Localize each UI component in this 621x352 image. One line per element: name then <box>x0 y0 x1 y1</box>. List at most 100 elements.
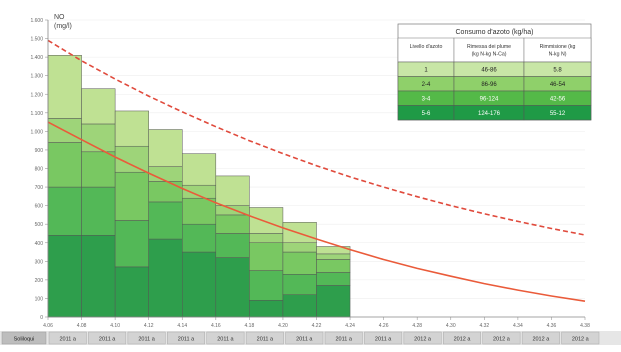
x-tick-label: 4.38 <box>580 323 590 329</box>
bottom-row-cell-text: 2012 a <box>454 337 472 343</box>
y-tick-label: 1.100 <box>30 111 43 117</box>
x-tick-label: 4.24 <box>345 323 355 329</box>
table-cell-text: 3-4 <box>422 97 431 103</box>
table-header-text: Rimessa dei plume <box>467 44 511 50</box>
table-cell-text: 46-86 <box>481 68 497 74</box>
y-tick-label: 1.300 <box>30 74 43 80</box>
y-axis-ticks: 1.600 1.500 1.400 1.300 1.200 1.100 1.000 900 80… <box>30 18 48 321</box>
table-cell-text: 2-4 <box>422 82 431 88</box>
x-tick-label: 4.34 <box>513 323 523 329</box>
bottom-row-cell <box>324 331 363 345</box>
bar-segment <box>282 274 317 295</box>
bar-segment <box>81 186 116 236</box>
bottom-row-cell-text: 2012 a <box>532 337 550 343</box>
bar-segment <box>182 197 217 225</box>
bar-segment <box>148 129 183 167</box>
table-header-text: N-kg N) <box>549 52 567 58</box>
table-header-cell <box>523 37 592 63</box>
bar-segment <box>249 270 284 301</box>
bottom-row-cell-text: 2011 a <box>99 337 116 343</box>
bar-segment <box>316 285 351 318</box>
table-cell-text: 1 <box>424 68 428 74</box>
table-title: Consumo d'azoto (kg/ha) <box>456 29 534 36</box>
x-tick-label: 4.20 <box>278 323 288 329</box>
bottom-row-cell <box>167 331 205 345</box>
bottom-row-label: Soliloqui <box>14 337 35 343</box>
table-cell-text: 5-6 <box>422 111 431 117</box>
bottom-row-cell <box>245 331 284 345</box>
bottom-row-cell-text: 2011 a <box>336 337 353 343</box>
table-header-cell <box>397 37 455 63</box>
bottom-row-cell <box>521 331 560 345</box>
bar-segment <box>249 300 284 318</box>
bottom-row-cell <box>482 331 521 345</box>
table-header-cell <box>453 37 525 63</box>
bar-segment <box>282 251 317 275</box>
bar-segment <box>148 201 183 240</box>
bottom-row: Soliloqui 2011 a 2011 a 2011 a 2011 a 2011 a 2… <box>0 331 621 345</box>
bottom-row-cell <box>443 331 481 345</box>
bottom-row-cell-text: 2011 a <box>375 337 392 343</box>
bottom-row-cell-text: 2011 a <box>257 337 274 343</box>
table-cell-text: 55-12 <box>550 111 566 117</box>
y-tick-label: 300 <box>35 259 44 265</box>
y-axis-title-2: (mg/l) <box>54 23 72 30</box>
bar-segment <box>114 220 149 268</box>
bottom-row-cell-text: 2011 a <box>296 337 313 343</box>
y-tick-label: 1.500 <box>30 37 43 43</box>
bottom-row-cell <box>285 331 324 345</box>
bottom-row-cell <box>48 331 87 345</box>
x-tick-label: 4.26 <box>379 323 389 329</box>
bar-segment <box>282 242 317 253</box>
lower-solid-curve <box>47 121 586 302</box>
bar-segment <box>81 151 116 188</box>
table-cell-text: 46-54 <box>550 82 566 88</box>
bar-segment <box>182 223 217 253</box>
bar-segment <box>47 142 82 188</box>
stacked-bars <box>47 55 351 318</box>
x-tick-label: 4.12 <box>144 323 154 329</box>
bottom-row-cell-text: 2012 a <box>572 337 590 343</box>
bar-segment <box>114 266 149 318</box>
x-tick-label: 4.36 <box>547 323 557 329</box>
table-cell-text: 96-124 <box>480 97 499 103</box>
x-tick-label: 4.10 <box>110 323 120 329</box>
y-tick-label: 0 <box>40 315 43 321</box>
x-tick-label: 4.22 <box>312 323 322 329</box>
bottom-row-label-cell <box>1 331 47 345</box>
bar-segment <box>282 294 317 318</box>
y-tick-label: 400 <box>35 241 44 247</box>
upper-dashed-curve <box>47 39 586 236</box>
bar-segment <box>182 251 217 318</box>
table-header-text: Livello d'azoto <box>410 44 443 50</box>
bar-segment <box>47 235 82 318</box>
x-tick-label: 4.16 <box>211 323 221 329</box>
table-cell-text: 124-176 <box>478 111 501 117</box>
bottom-row-cell <box>364 331 403 345</box>
y-tick-label: 1.200 <box>30 92 43 98</box>
bar-segment <box>148 166 183 182</box>
bar-segment <box>81 235 116 318</box>
y-tick-label: 200 <box>35 278 44 284</box>
bottom-row-cell <box>403 331 442 345</box>
bar-segment <box>316 259 351 273</box>
table-cell-text: 86-96 <box>481 82 497 88</box>
y-tick-label: 900 <box>35 148 44 154</box>
y-tick-label: 1.600 <box>30 18 43 24</box>
bottom-row-cell-text: 2012 a <box>414 337 432 343</box>
table-cell <box>523 105 592 121</box>
y-tick-label: 1.400 <box>30 55 43 61</box>
bar-segment <box>81 88 116 125</box>
bar-segment <box>282 222 317 244</box>
table-header-text: (kg N-kg N-Ca) <box>472 52 507 58</box>
bottom-row-cell-text: 2011 a <box>217 337 234 343</box>
bar-segment <box>215 257 250 318</box>
y-tick-label: 600 <box>35 204 44 210</box>
bar-segment <box>249 233 284 243</box>
bar-segment <box>182 153 217 186</box>
y-tick-label: 500 <box>35 222 44 228</box>
bottom-row-cell-text: 2011 a <box>138 337 155 343</box>
bar-segment <box>215 214 250 234</box>
x-tick-label: 4.08 <box>77 323 87 329</box>
y-tick-label: 700 <box>35 185 44 191</box>
